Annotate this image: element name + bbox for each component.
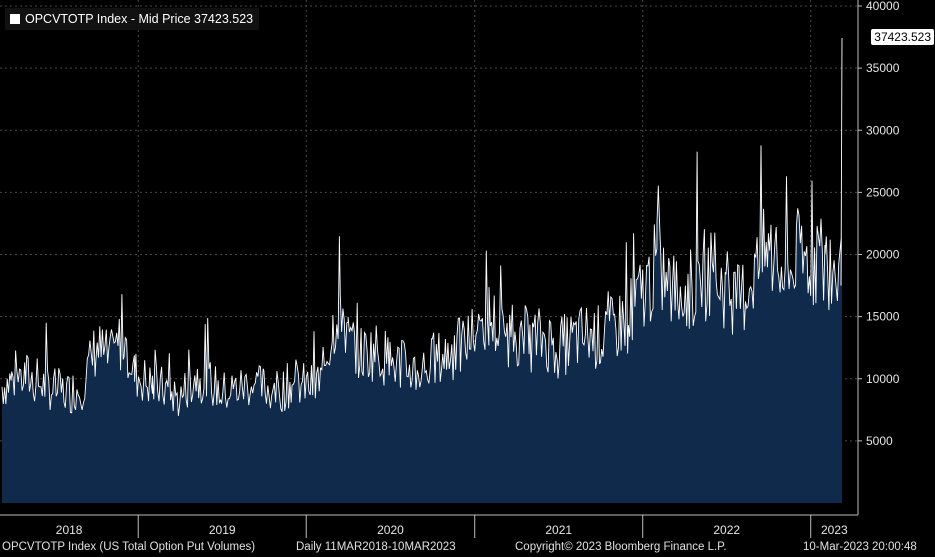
x-tick-label: 2022: [713, 523, 740, 537]
y-tick-label: 5000: [866, 434, 893, 448]
y-tick-label: 15000: [866, 310, 900, 324]
x-tick-label: 2020: [377, 523, 404, 537]
series-area: [1, 37, 843, 503]
y-tick-label: 35000: [866, 61, 900, 75]
x-tick-label: 2023: [821, 523, 848, 537]
x-tick-label: 2018: [56, 523, 83, 537]
legend-label: OPCVTOTP Index - Mid Price 37423.523: [25, 12, 254, 26]
y-tick-label: 25000: [866, 185, 900, 199]
footer-timestamp: 10-Mar-2023 20:00:48: [803, 541, 917, 553]
footer-date-range: Daily 11MAR2018-10MAR2023: [296, 541, 456, 553]
legend: OPCVTOTP Index - Mid Price 37423.523: [5, 8, 260, 30]
y-axis: 5000 10000 15000 20000 25000 30000 35000 40000: [857, 0, 900, 515]
footer-security: OPCVTOTP Index (US Total Option Put Volu…: [2, 541, 256, 553]
y-tick-label: 10000: [866, 372, 900, 386]
x-axis: 2018 2019 2020 2021 2022 2023: [0, 514, 858, 538]
footer: OPCVTOTP Index (US Total Option Put Volu…: [0, 540, 935, 557]
last-value-label: 37423.523: [871, 29, 934, 45]
series-line: [1, 37, 843, 416]
x-tick-label: 2021: [545, 523, 572, 537]
y-tick-label: 30000: [866, 123, 900, 137]
legend-swatch: [10, 14, 20, 24]
series-area-fill: [2, 38, 842, 503]
y-tick-label: 40000: [866, 0, 900, 13]
x-tick-label: 2019: [209, 523, 236, 537]
y-tick-label: 20000: [866, 248, 900, 262]
footer-copyright: Copyright© 2023 Bloomberg Finance L.P.: [515, 541, 727, 553]
